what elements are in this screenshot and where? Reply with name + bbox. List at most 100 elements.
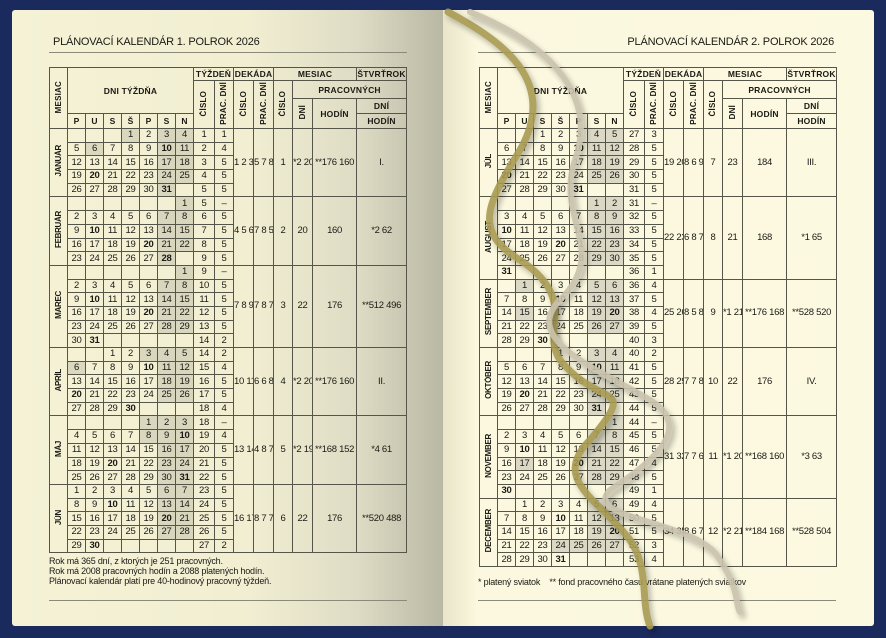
day-cell: 1 xyxy=(515,278,534,294)
week-row: 12 13 14 15 16 17 18 3 5 xyxy=(50,155,407,171)
day-cell xyxy=(67,264,86,280)
day-cell: 24 xyxy=(85,319,104,335)
week-workdays: 5 xyxy=(214,374,235,390)
day-cell: 25 xyxy=(157,388,176,403)
day-cell: 18 xyxy=(533,456,552,472)
day-cell: 26 xyxy=(85,470,104,485)
day-cell: 8 xyxy=(515,292,534,307)
day-cell: 22 xyxy=(515,538,534,554)
day-cell xyxy=(85,128,104,143)
header-weekday: Š xyxy=(551,113,570,129)
day-cell: 24 xyxy=(103,524,122,540)
day-cell: 2 xyxy=(139,128,158,143)
week-workdays: 5 xyxy=(214,292,235,307)
header-dekada: DEKÁDA xyxy=(233,67,275,81)
day-cell: 15 xyxy=(103,374,122,390)
day-cell: 5 xyxy=(587,497,606,513)
quarter-cell: **512 496 xyxy=(356,264,408,349)
week-workdays: 5 xyxy=(644,360,665,376)
decade-workdays: 7 8 5 xyxy=(253,196,275,266)
day-cell: 13 xyxy=(604,511,625,526)
day-cell: 17 xyxy=(515,456,534,472)
header-weekday: S xyxy=(157,113,176,129)
decade-numbers: 19 20 21 xyxy=(663,127,685,198)
decade-workdays: 6 6 8 xyxy=(253,346,275,417)
day-cell xyxy=(174,401,195,417)
day-cell: 27 xyxy=(569,470,588,485)
footer-notes: Rok má 365 dní, z ktorých je 251 pracovn… xyxy=(49,556,271,586)
day-cell: 14 xyxy=(85,374,104,390)
day-cell: 24 xyxy=(551,319,570,335)
month-name: MÁJ xyxy=(49,415,68,485)
day-cell: 6 xyxy=(604,278,625,294)
day-cell xyxy=(533,415,552,431)
day-cell: 8 xyxy=(103,360,122,376)
day-cell: 23 xyxy=(604,237,625,253)
day-cell: 16 xyxy=(533,524,552,540)
day-cell: 23 xyxy=(121,388,140,403)
month-hours: **176 160 xyxy=(312,127,358,198)
day-cell: 5 xyxy=(174,347,195,362)
day-cell: 17 xyxy=(551,305,570,321)
month-hours: **168 160 xyxy=(742,415,788,499)
day-cell: 5 xyxy=(67,141,86,157)
day-cell: 15 xyxy=(604,442,625,458)
day-cell: 22 xyxy=(103,388,122,403)
day-cell: 23 xyxy=(67,319,86,335)
day-cell: 28 xyxy=(497,333,516,348)
day-cell xyxy=(67,128,86,143)
day-cell: 30 xyxy=(157,470,176,485)
day-cell: 12 xyxy=(497,374,516,390)
day-cell: 29 xyxy=(604,470,625,485)
day-cell: 1 xyxy=(604,415,625,431)
week-workdays: 4 xyxy=(214,401,235,417)
week-row: 11 12 13 14 15 16 17 20 5 xyxy=(50,442,407,458)
day-cell: 13 xyxy=(157,497,176,513)
day-cell: 18 xyxy=(103,237,122,253)
day-cell: 11 xyxy=(121,497,140,513)
header-stvrtrok-hodin: HODÍN xyxy=(356,113,408,129)
header-mesiac-hodin: HODÍN xyxy=(742,98,788,129)
day-cell: 28 xyxy=(569,251,588,266)
day-cell: 27 xyxy=(67,401,86,417)
day-cell: 7 xyxy=(569,210,588,225)
decade-numbers: 22 23 24 xyxy=(663,196,685,280)
day-cell: 20 xyxy=(515,388,534,403)
day-cell: 19 xyxy=(85,456,104,472)
day-cell xyxy=(121,538,140,554)
day-cell xyxy=(569,333,588,348)
day-cell: 15 xyxy=(587,223,606,239)
month-workdays: *2 20 xyxy=(292,346,314,417)
header-dekada-prac-dni-label: PRAC. DNÍ xyxy=(258,82,268,125)
week-number: 27 xyxy=(623,128,646,143)
month-name-label: MÁJ xyxy=(53,440,63,457)
week-row: 15 16 17 18 19 20 21 25 5 xyxy=(50,511,407,526)
day-cell: 16 xyxy=(551,155,570,171)
day-cell: 3 xyxy=(139,347,158,362)
footer-line: * platený sviatok ** fond pracovného čas… xyxy=(478,577,746,587)
day-cell: 23 xyxy=(569,388,588,403)
day-cell: 29 xyxy=(174,319,195,335)
day-cell: 17 xyxy=(587,374,606,390)
day-cell: 23 xyxy=(497,470,516,485)
month-name-label: APRÍL xyxy=(53,368,63,392)
day-cell: 3 xyxy=(497,210,516,225)
day-cell: 19 xyxy=(174,374,195,390)
month-number: 2 xyxy=(273,196,294,266)
day-cell: 24 xyxy=(174,456,195,472)
week-workdays: 4 xyxy=(214,141,235,157)
divider xyxy=(478,52,836,53)
week-number: 46 xyxy=(623,442,646,458)
day-cell: 25 xyxy=(174,169,195,184)
day-cell xyxy=(533,264,552,280)
day-cell: 12 xyxy=(121,223,140,239)
day-cell: 18 xyxy=(67,456,86,472)
day-cell: 10 xyxy=(587,360,606,376)
day-cell: 26 xyxy=(174,388,195,403)
day-cell: 2 xyxy=(67,278,86,294)
day-cell: 21 xyxy=(497,319,516,335)
day-cell: 30 xyxy=(533,333,552,348)
header-dekada-prac-dni-label: PRAC. DNÍ xyxy=(688,82,698,125)
day-cell xyxy=(121,264,140,280)
day-cell: 14 xyxy=(497,305,516,321)
